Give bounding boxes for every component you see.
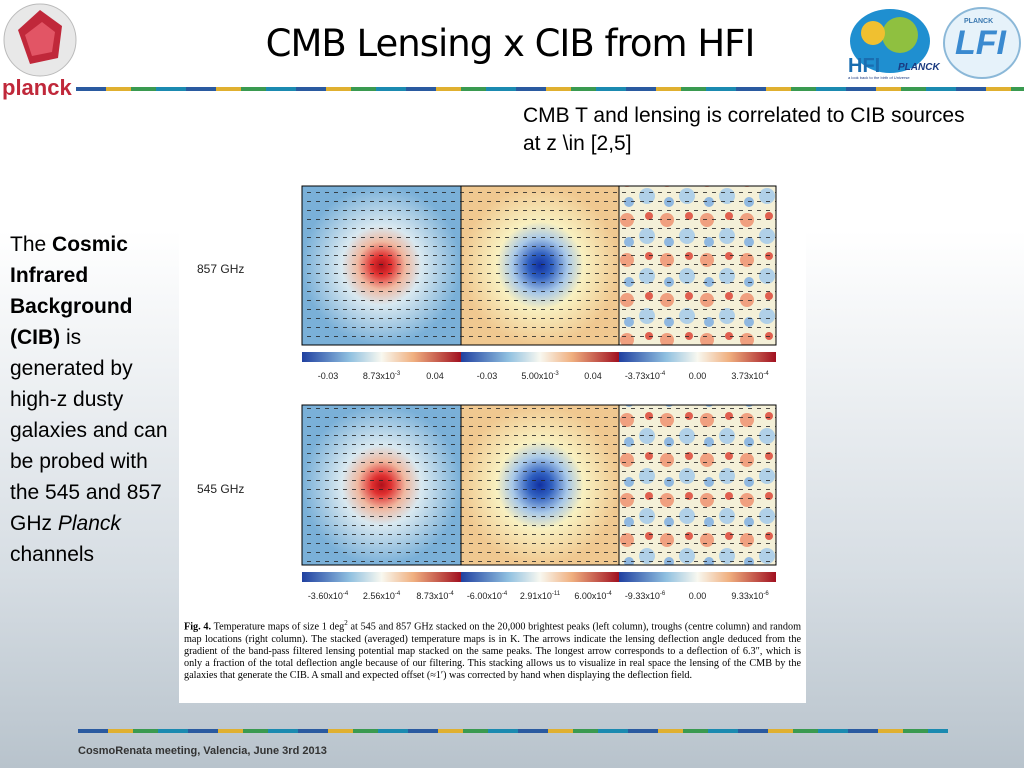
colorbar-label: -0.03 [317,371,339,381]
colorbar-label-exp: -4 [394,591,401,597]
colorbar-label-exp: -4 [606,591,612,597]
colorbar-label-mantissa: 2.56x10 [362,591,395,601]
colorbar-label-mantissa: -3.73x10 [624,371,660,381]
colorbar-label: 6.00x10-4 [574,591,611,601]
caption: Fig. 4. Temperature maps of size 1 deg2 … [179,617,806,682]
colorbar-label: -3.60x10-4 [308,591,348,601]
colorbar-label-exp: -6 [659,591,666,597]
italic-text: Planck [57,512,121,535]
colorbar-label-mantissa: 5.00x10 [521,371,554,381]
hfi-logo-sub: PLANCK [898,62,940,73]
planck-logo-text: planck [2,75,72,100]
colorbar-label-exp: -4 [501,591,508,597]
caption-text: at 545 and 857 GHz stacked on the 20,000… [184,621,801,682]
colorbar-label: -0.03 [476,371,498,381]
colorbar-label: 2.56x10-4 [363,591,400,601]
hfi-logo-text: HFI [848,55,881,77]
caption-label: Fig. 4. [184,621,212,633]
hfi-logo [850,9,930,73]
lfi-logo [943,7,1021,79]
colorbar-label-mantissa: 3.73x10 [731,371,764,381]
colorbar-label: 5.00x10-3 [521,371,558,381]
colorbar-label-exp: -4 [448,591,454,597]
colorbar-label-exp: -4 [763,371,769,377]
caption-text: Temperature maps of size 1 deg [211,621,345,633]
text: The [10,233,53,256]
lfi-logo-top: PLANCK [964,18,994,25]
colorbar-label-mantissa: -6.00x10 [466,591,502,601]
colorbar-label: -3.73x10-4 [625,371,665,381]
colorbar-label-mantissa: 8.73x10 [362,371,395,381]
planck-logo [3,3,77,77]
colorbar-label: 8.73x10-4 [416,591,453,601]
colorbar-label-exp: -3 [394,371,401,377]
row-label: 857 GHz [197,262,245,276]
lfi-logo-text: LFI [955,24,1006,62]
colorbar-label-mantissa: 2.91x10 [519,591,552,601]
colorbar-label-exp: -6 [763,591,769,597]
colorbar-label: -6.00x10-4 [467,591,507,601]
colorbar-label: 2.91x10-11 [520,591,560,601]
colorbar-label-mantissa: 9.33x10 [731,591,764,601]
hfi-logo-tag: a look back to the birth of Universe [848,75,910,80]
colorbar-label-exp: -4 [659,371,666,377]
note: CMB T and lensing is correlated to CIB s… [523,104,965,155]
figure: Fig. 4. Temperature maps of size 1 deg2 … [179,170,806,703]
text: channels [10,543,95,566]
colorbar-label-exp: -4 [342,591,349,597]
bold-text: Cosmic Infrared Background (CIB) [10,233,133,349]
colorbar-label: 8.73x10-3 [363,371,400,381]
colorbar-label-exp: -11 [551,591,561,597]
colorbar-label-mantissa: -3.60x10 [307,591,343,601]
text: is generated by high-z dusty galaxies an… [10,326,168,535]
colorbar-label: 3.73x10-4 [731,371,768,381]
row-label: 545 GHz [197,482,245,496]
colorbar-label-mantissa: 6.00x10 [574,591,607,601]
figure-maps [301,185,777,582]
colorbar-label: 0.04 [426,371,444,381]
colorbar-label-exp: -3 [553,371,559,377]
colorbar-label-mantissa: -9.33x10 [624,591,660,601]
slide-title: CMB Lensing x CIB from HFI [265,22,756,65]
header-stripe [76,87,1024,91]
footer: CosmoRenata meeting, Valencia, June 3rd … [78,745,327,757]
map-row [301,185,777,362]
side-text: The Cosmic Infrared Background (CIB) is … [10,229,178,570]
colorbar-label: 9.33x10-6 [731,591,768,601]
footer-stripe [78,729,948,733]
colorbar-label: 0.00 [688,371,707,381]
caption-sup: 2 [344,619,348,627]
colorbar-label: 0.04 [584,371,602,381]
map-row [301,404,777,582]
colorbar-label: 0.00 [688,591,707,601]
colorbar-label-mantissa: 8.73x10 [416,591,449,601]
colorbar-label: -9.33x10-6 [625,591,665,601]
